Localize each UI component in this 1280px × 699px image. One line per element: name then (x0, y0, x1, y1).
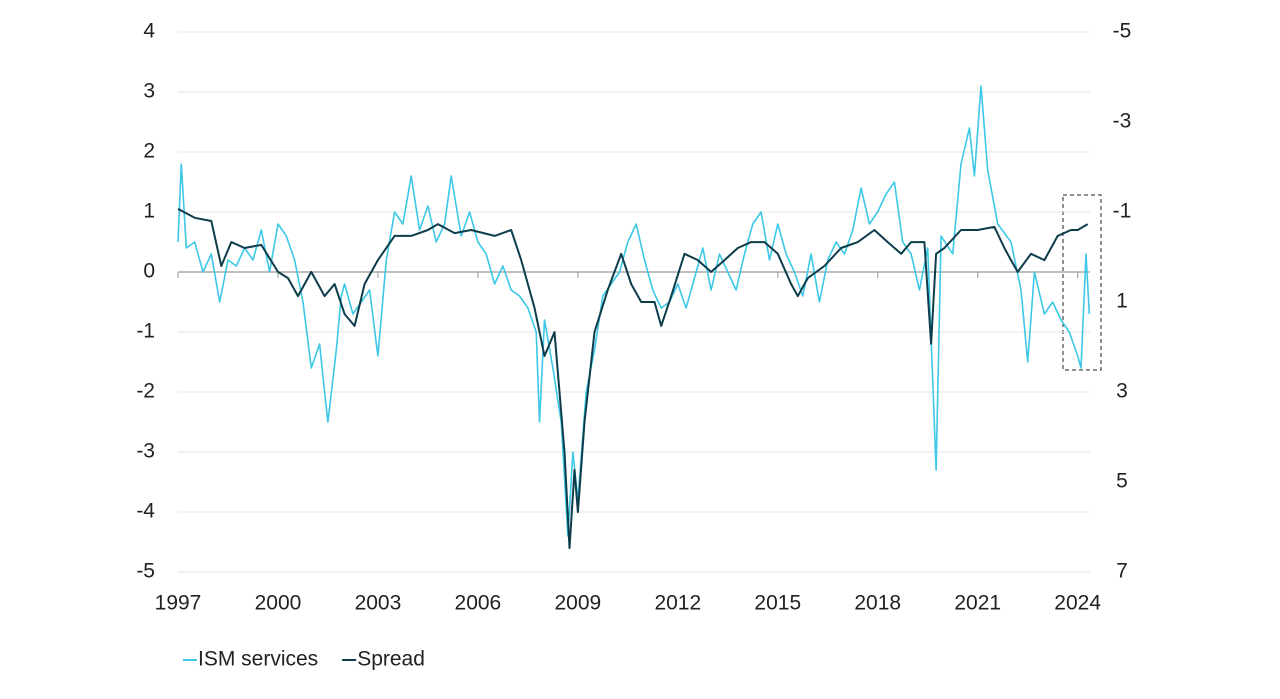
y2-tick-label: 3 (1116, 380, 1128, 403)
x-tick-label: 2024 (1054, 592, 1101, 615)
y2-tick-label: -3 (1113, 110, 1132, 133)
x-tick-label: 2012 (654, 592, 701, 615)
y-tick-label: -3 (136, 440, 155, 463)
y2-tick-label: 7 (1116, 560, 1128, 583)
y-tick-label: -4 (136, 500, 155, 523)
y2-tick-label: -5 (1113, 20, 1132, 43)
y-tick-label: 2 (143, 140, 155, 163)
y2-tick-label: 5 (1116, 470, 1128, 493)
y-tick-label: 0 (143, 260, 155, 283)
series-line (177, 208, 1089, 550)
legend-label: Spread (357, 648, 425, 671)
y-tick-label: 4 (143, 20, 155, 43)
series-line (177, 85, 1091, 537)
x-tick-label: 2021 (954, 592, 1001, 615)
x-tick-label: 2003 (355, 592, 402, 615)
y2-tick-label: 1 (1116, 290, 1128, 313)
x-tick-label: 2009 (554, 592, 601, 615)
x-tick-label: 1997 (155, 592, 202, 615)
x-tick-label: 2000 (255, 592, 302, 615)
y-tick-label: 3 (143, 80, 155, 103)
x-tick-label: 2015 (754, 592, 801, 615)
y-tick-label: -5 (136, 560, 155, 583)
x-tick-label: 2018 (854, 592, 901, 615)
y2-tick-label: -1 (1113, 200, 1132, 223)
y-tick-label: -1 (136, 320, 155, 343)
highlight-box (1062, 194, 1102, 371)
y-tick-label: 1 (143, 200, 155, 223)
legend-label: ISM services (198, 648, 318, 671)
y-tick-label: -2 (136, 380, 155, 403)
x-tick-label: 2006 (455, 592, 502, 615)
